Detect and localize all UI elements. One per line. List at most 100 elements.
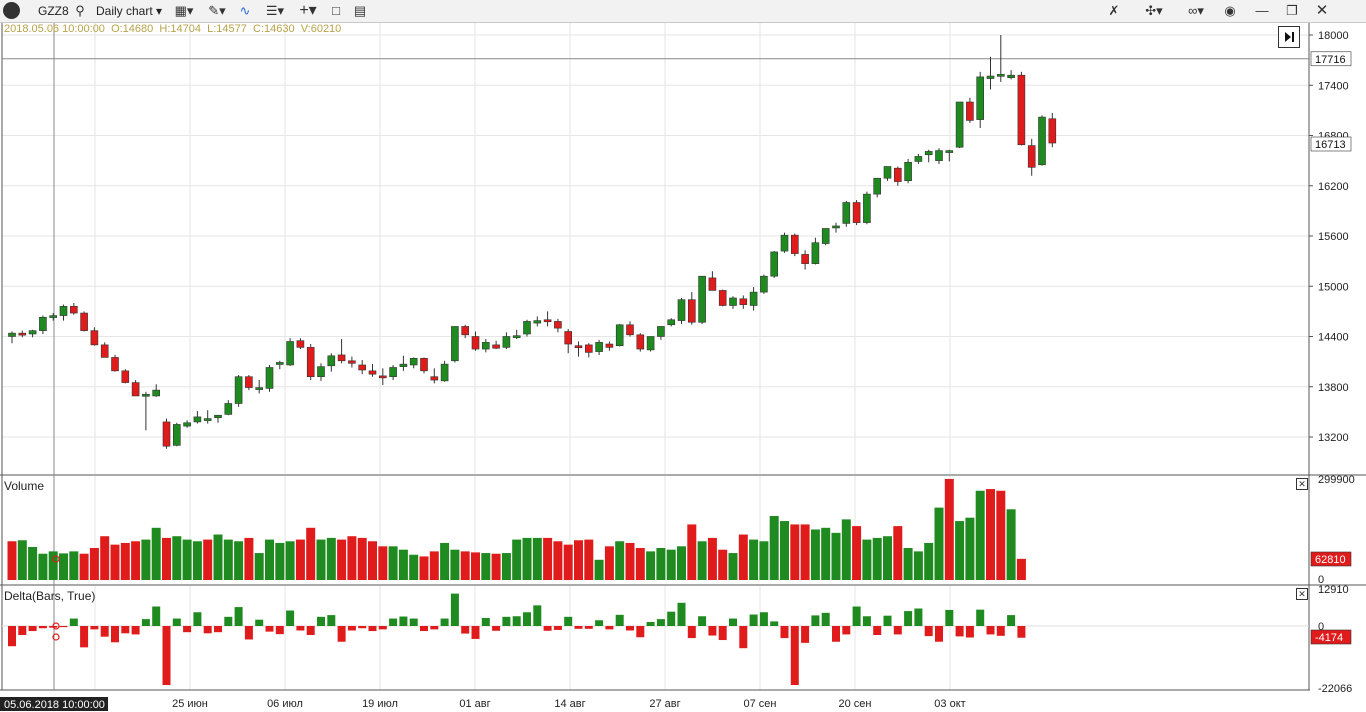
volume-bar — [450, 549, 460, 580]
legend-open: O:14680 — [111, 23, 154, 35]
volume-bar — [666, 549, 676, 580]
volume-bar — [883, 536, 892, 580]
candle — [595, 339, 603, 355]
volume-bar — [574, 540, 583, 580]
candle-body — [533, 320, 542, 324]
scroll-to-end-button[interactable] — [1278, 26, 1300, 48]
chart-type-icon[interactable]: ▦▾ — [174, 3, 194, 18]
candle — [677, 297, 686, 324]
candle-body — [904, 162, 912, 182]
volume-bar — [337, 539, 347, 580]
candle-body — [883, 166, 892, 179]
candle — [80, 311, 88, 332]
candle — [636, 333, 645, 352]
candle — [708, 271, 717, 291]
delta-bar — [502, 616, 511, 626]
candle-body — [646, 336, 655, 351]
candle — [70, 303, 78, 315]
volume-bar — [749, 539, 759, 580]
volume-bar — [841, 519, 851, 580]
tools-icon[interactable]: ✗ — [1108, 3, 1120, 18]
candle-body — [873, 177, 882, 195]
delta-bar — [965, 626, 974, 638]
candle-body — [543, 319, 552, 323]
delta-bar — [718, 626, 727, 641]
delta-bar — [183, 626, 192, 633]
last-price-label: 16713 — [1315, 139, 1346, 151]
volume-bar — [28, 546, 38, 580]
delta-bar — [739, 626, 748, 649]
delta-bar — [317, 616, 325, 626]
volume-bar — [151, 527, 161, 580]
delta-bar — [69, 618, 78, 626]
candle-body — [49, 315, 58, 318]
candle-body — [615, 324, 624, 347]
camera-icon[interactable]: ◉ — [1224, 3, 1236, 18]
delta-bar — [131, 626, 140, 635]
candle-body — [8, 332, 16, 337]
candle-body — [245, 376, 253, 388]
candle-body — [409, 357, 418, 366]
candle-body — [183, 422, 191, 427]
candle — [18, 330, 27, 338]
volume-bar — [955, 521, 965, 580]
candle — [554, 318, 562, 333]
volume-last-label: 62810 — [1315, 554, 1346, 566]
minimize-icon[interactable]: ― — [1255, 3, 1269, 18]
timeframe-dropdown[interactable]: Daily chart ▾ — [96, 4, 163, 18]
candle — [59, 304, 68, 321]
link-icon[interactable]: ∞▾ — [1188, 3, 1204, 18]
candle-body — [749, 291, 758, 306]
delta-panel-close-icon[interactable]: ✕ — [1296, 588, 1308, 600]
search-icon[interactable]: ⚲ — [75, 3, 85, 18]
layout-icon[interactable]: ☰▾ — [265, 3, 285, 18]
delta-bar — [172, 618, 181, 626]
candle — [337, 339, 346, 364]
close-icon[interactable]: ✕ — [1315, 2, 1329, 19]
draw-icon[interactable]: ✎▾ — [208, 3, 226, 18]
volume-panel-close-icon[interactable]: ✕ — [1296, 478, 1308, 490]
delta-panel-title: Delta(Bars, True) — [4, 589, 96, 603]
volume-bar — [306, 527, 316, 580]
toolbar: GZZ8 ⚲ Daily chart ▾ ▦▾ ✎▾ ∿ ☰▾ +▾ □ ▤ ✗… — [0, 0, 1366, 23]
delta-bar — [595, 620, 604, 626]
volume-bar — [357, 537, 367, 580]
candle — [142, 391, 150, 431]
volume-bar — [677, 546, 686, 580]
candle-body — [554, 321, 562, 329]
candle — [173, 422, 181, 447]
template-icon[interactable]: ▤ — [353, 3, 367, 18]
candle-body — [945, 150, 954, 153]
indicator-icon[interactable]: ∿ — [239, 3, 251, 18]
volume-bar — [594, 559, 604, 580]
legend-high: H:14704 — [159, 23, 201, 35]
candle — [265, 364, 274, 392]
volume-bar — [872, 537, 882, 580]
cursor-icon[interactable]: ✣▾ — [1145, 3, 1163, 18]
timeframe-label: Daily chart — [96, 4, 153, 18]
window-icon[interactable]: □ — [332, 3, 340, 18]
volume-bar — [563, 544, 573, 580]
delta-bar — [862, 616, 871, 626]
volume-bar — [213, 534, 223, 580]
candle-body — [18, 332, 27, 336]
candle-body — [286, 341, 294, 366]
candle-body — [265, 367, 274, 389]
delta-bar — [904, 611, 913, 626]
candle-body — [70, 306, 78, 314]
volume-bar — [965, 517, 975, 580]
candle — [502, 332, 511, 350]
candle — [1017, 71, 1026, 146]
last-price-label-box — [1310, 136, 1352, 152]
crosshair-icon[interactable]: +▾ — [299, 2, 317, 19]
delta-bar — [996, 626, 1005, 636]
restore-icon[interactable]: ❐ — [1286, 3, 1298, 18]
symbol-label[interactable]: GZZ8 — [38, 4, 69, 18]
candle-body — [100, 344, 109, 358]
legend-volume: V:60210 — [300, 23, 342, 35]
candle — [615, 323, 624, 347]
candle-body — [1007, 74, 1015, 79]
candle-body — [193, 416, 202, 423]
candle — [523, 319, 531, 337]
